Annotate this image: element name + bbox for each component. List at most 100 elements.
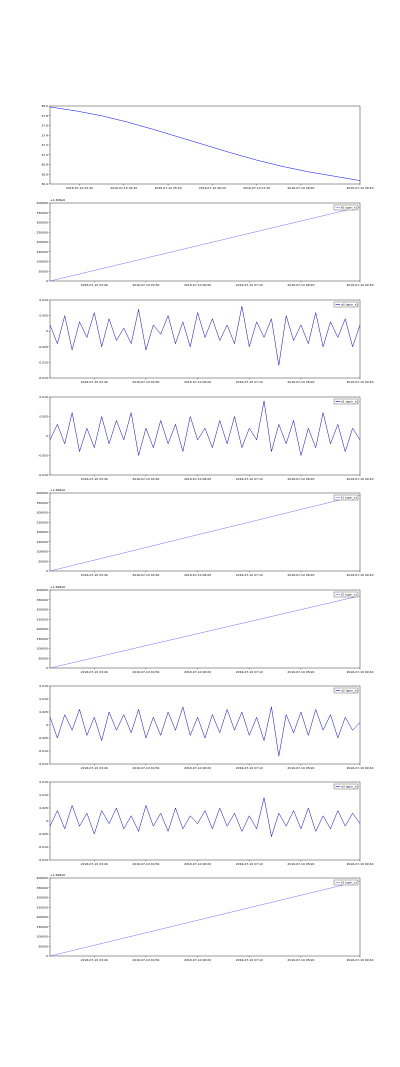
x-tick-label: 2016-07-10 03:40 — [81, 283, 108, 287]
y-tick-label: -0.015 — [38, 376, 48, 380]
y-tick-label: 37.6 — [41, 124, 48, 128]
y-tick-label: 50000 — [38, 269, 48, 273]
y-tick-label: 0 — [46, 279, 48, 283]
x-tick-label: 2016-07-10 06:00 — [184, 573, 211, 577]
x-tick-label: 2016-07-10 04:50 — [132, 862, 159, 866]
y-tick-label: -0.005 — [38, 736, 48, 740]
x-tick-label: 2016-07-10 08:20 — [287, 958, 314, 962]
x-tick-label: 2016-07-10 07:10 — [236, 573, 263, 577]
y-tick-label: 400000 — [37, 201, 49, 205]
y-tick-label: 250000 — [37, 520, 49, 524]
x-tick-label: 2016-07-10 04:50 — [132, 670, 159, 674]
x-tick-label: 2016-07-10 08:20 — [287, 573, 314, 577]
x-tick-label: 2016-07-10 06:00 — [184, 958, 211, 962]
y-tick-label: 150000 — [37, 637, 49, 641]
x-tick-label: 2016-07-10 09:40 — [346, 766, 373, 770]
x-tick-label: 2016-07-10 04:50 — [132, 380, 159, 384]
x-tick-label: 2016-07-10 06:00 — [184, 283, 211, 287]
x-tick-label: 2016-07-10 07:10 — [236, 862, 263, 866]
y-tick-label: 300000 — [37, 896, 49, 900]
offset-text: +1.468e9 — [50, 585, 65, 589]
y-tick-label: -0.010 — [38, 845, 48, 849]
line — [49, 797, 361, 837]
y-tick-label: 50000 — [38, 656, 48, 660]
y-tick-label: 0 — [46, 434, 48, 438]
x-tick-label: 2016-07-10 03:40 — [81, 766, 108, 770]
legend-label: t3 (spin_x) — [341, 881, 357, 885]
y-tick-label: 0 — [46, 329, 48, 333]
x-tick-label: 2016-07-10 08:20 — [287, 186, 314, 190]
offset-text: +1.468e9 — [50, 873, 65, 877]
y-tick-label: -0.015 — [38, 858, 48, 862]
y-tick-label: 0.005 — [39, 710, 48, 714]
x-tick-label: 2016-07-10 07:20 — [243, 186, 270, 190]
x-tick-label: 2016-07-10 08:20 — [287, 670, 314, 674]
x-tick-label: 2016-07-10 03:40 — [81, 573, 108, 577]
y-tick-label: 100000 — [37, 260, 49, 264]
y-tick-label: 50000 — [38, 944, 48, 948]
x-tick-label: 2016-07-10 07:10 — [236, 670, 263, 674]
y-tick-label: 0.015 — [39, 684, 48, 688]
x-tick-label: 2016-07-10 04:50 — [132, 958, 159, 962]
y-tick-label: 0 — [46, 819, 48, 823]
legend-box — [333, 783, 359, 790]
y-tick-label: 400000 — [37, 491, 49, 495]
x-tick-label: 2016-07-10 08:20 — [287, 283, 314, 287]
y-tick-label: 250000 — [37, 617, 49, 621]
y-tick-label: 400000 — [37, 876, 49, 880]
x-tick-label: 2016-07-10 07:10 — [236, 477, 263, 481]
y-tick-label: 250000 — [37, 905, 49, 909]
x-tick-label: 2016-07-10 09:40 — [346, 186, 373, 190]
x-tick-label: 2016-07-10 08:20 — [287, 766, 314, 770]
y-tick-label: 37.8 — [41, 114, 48, 118]
line — [49, 595, 361, 669]
y-tick-label: 0 — [46, 954, 48, 958]
x-tick-label: 2016-07-10 06:00 — [184, 380, 211, 384]
x-tick-label: 2016-07-10 04:50 — [132, 766, 159, 770]
plot-frame — [49, 781, 361, 861]
y-tick-label: 150000 — [37, 540, 49, 544]
y-tick-label: 0 — [46, 569, 48, 573]
y-tick-label: 37.4 — [41, 133, 48, 137]
y-tick-label: 350000 — [37, 501, 49, 505]
x-tick-label: 2016-07-10 07:10 — [236, 958, 263, 962]
y-tick-label: 300000 — [37, 608, 49, 612]
line — [49, 494, 361, 572]
line — [49, 705, 361, 757]
line — [49, 880, 361, 957]
x-tick-label: 2016-07-10 03:40 — [81, 862, 108, 866]
legend-box — [333, 591, 359, 598]
y-tick-label: 0.010 — [39, 395, 48, 399]
x-tick-label: 2016-07-10 06:00 — [184, 766, 211, 770]
x-tick-label: 2016-07-10 07:10 — [236, 283, 263, 287]
x-tick-label: 2016-07-10 09:40 — [346, 380, 373, 384]
plot-frame — [49, 589, 361, 669]
x-tick-label: 2016-07-10 08:20 — [287, 477, 314, 481]
y-tick-label: 400000 — [37, 588, 49, 592]
line — [49, 206, 361, 282]
y-tick-label: -0.010 — [38, 360, 48, 364]
legend-label: a1 (spin_x) — [341, 400, 358, 404]
y-tick-label: 200000 — [37, 915, 49, 919]
y-tick-label: 50000 — [38, 559, 48, 563]
y-tick-label: 350000 — [37, 886, 49, 890]
y-tick-label: 300000 — [37, 511, 49, 515]
x-tick-label: 2016-07-10 03:40 — [81, 958, 108, 962]
x-tick-label: 2016-07-10 07:10 — [236, 766, 263, 770]
y-tick-label: 38.0 — [41, 104, 48, 108]
y-tick-label: 0.005 — [39, 314, 48, 318]
y-tick-label: 37.2 — [41, 143, 48, 147]
y-tick-label: 36.6 — [41, 172, 48, 176]
y-tick-label: -0.015 — [38, 762, 48, 766]
legend-box — [333, 398, 359, 405]
legend-label: t1 (spin_x) — [341, 496, 357, 500]
plot-frame — [49, 492, 361, 572]
y-tick-label: 150000 — [37, 925, 49, 929]
x-tick-label: 2016-07-10 04:50 — [132, 283, 159, 287]
legend-label: a0 (spin_x) — [341, 303, 358, 307]
legend-box — [333, 687, 359, 694]
y-tick-label: 0.005 — [39, 415, 48, 419]
x-tick-label: 2016-07-10 05:20 — [155, 186, 182, 190]
x-tick-label: 2016-07-10 08:20 — [287, 380, 314, 384]
y-tick-label: 350000 — [37, 211, 49, 215]
